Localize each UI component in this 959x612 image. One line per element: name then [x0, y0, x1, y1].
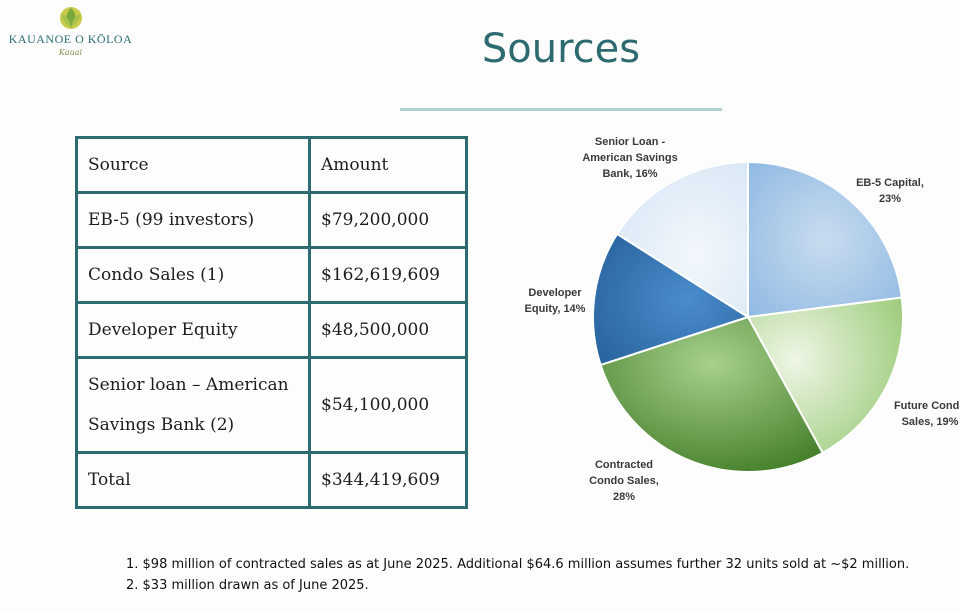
source-line-2: Savings Bank (2) [88, 415, 235, 435]
title-divider [400, 108, 722, 111]
logo-script: Kauai [58, 48, 83, 57]
total-amount: $344,419,609 [308, 451, 468, 509]
total-label: Total [75, 451, 311, 509]
sources-pie-chart: EB-5 Capital, 23% Future Condo Sales, 19% Co… [525, 136, 959, 503]
amount-cell: $162,619,609 [308, 246, 468, 304]
amount-cell: $79,200,000 [308, 191, 468, 249]
pie-slice-3 [592, 232, 751, 367]
header-amount: Amount [308, 136, 468, 194]
amount-cell: $54,100,000 [308, 356, 468, 454]
pie-slice-label-2: Contracted Condo Sales, 28% [589, 459, 659, 503]
logo-wordmark: KAUANOE O KŌLOA [8, 32, 133, 46]
table-row: Condo Sales (1) $162,619,609 [75, 246, 468, 304]
source-cell: Condo Sales (1) [75, 246, 311, 304]
pie-slice-label-4: Senior Loan -American Savings Bank, 16% [582, 136, 677, 180]
table-row: EB-5 (99 investors) $79,200,000 [75, 191, 468, 249]
source-cell: Senior loan – American Savings Bank (2) [75, 356, 311, 454]
footnote-1: 1. $98 million of contracted sales as at… [126, 557, 910, 572]
logo: KAUANOE O KŌLOA Kauai [8, 6, 133, 66]
table-row: Senior loan – American Savings Bank (2) … [75, 356, 468, 454]
footnotes: 1. $98 million of contracted sales as at… [126, 554, 909, 596]
source-line-1: Senior loan – American [88, 375, 289, 395]
footnote-2: 2. $33 million drawn as of June 2025. [126, 578, 369, 593]
pie-slice-1 [746, 296, 904, 455]
pie-slice-label-3: Developer Equity, 14% [525, 287, 586, 315]
leaf-logo-icon [59, 7, 82, 29]
source-cell: Developer Equity [75, 301, 311, 359]
pie-slice-4 [615, 160, 749, 319]
pie-slice-2 [599, 315, 825, 473]
table-row: Developer Equity $48,500,000 [75, 301, 468, 359]
amount-cell: $48,500,000 [308, 301, 468, 359]
table-total-row: Total $344,419,609 [75, 451, 468, 509]
page-title: Sources [481, 26, 641, 72]
source-cell: EB-5 (99 investors) [75, 191, 311, 249]
pie-slice-label-1: Future Condo Sales, 19% [894, 400, 959, 428]
header-source: Source [75, 136, 311, 194]
table-header-row: Source Amount [75, 136, 468, 194]
pie-slice-0 [747, 160, 903, 319]
sources-table: Source Amount EB-5 (99 investors) $79,20… [75, 136, 468, 509]
pie-slice-label-0: EB-5 Capital, 23% [856, 177, 924, 205]
